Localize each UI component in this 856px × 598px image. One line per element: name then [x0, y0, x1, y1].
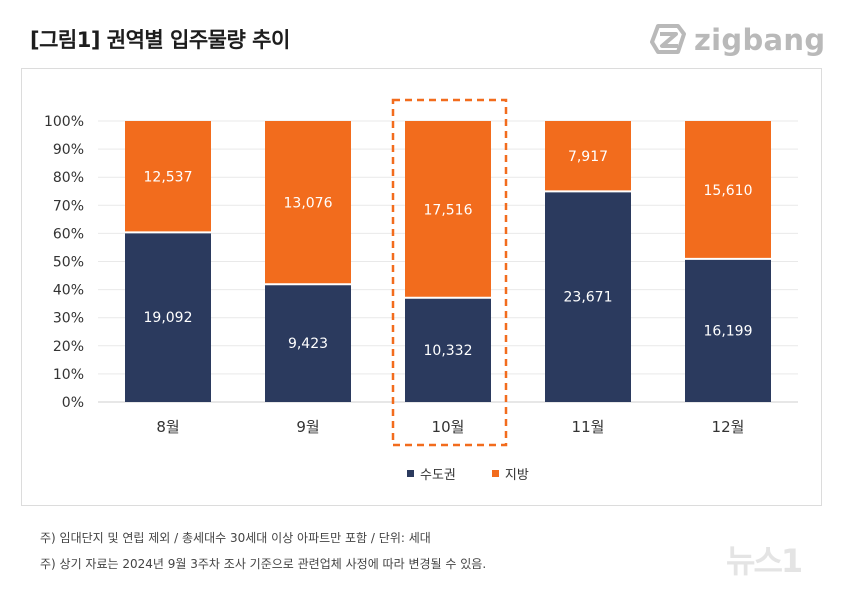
x-tick-label: 8월: [156, 418, 179, 436]
y-tick-label: 20%: [53, 339, 84, 355]
data-label-regional: 7,917: [568, 149, 608, 165]
x-tick-label: 12월: [712, 418, 745, 436]
y-tick-label: 0%: [62, 395, 84, 411]
y-tick-label: 80%: [53, 170, 84, 186]
data-label-regional: 12,537: [144, 170, 193, 186]
y-tick-label: 100%: [44, 114, 84, 130]
y-tick-label: 90%: [53, 142, 84, 158]
data-label-capital: 19,092: [144, 310, 193, 326]
zigbang-logo-icon: [650, 24, 686, 54]
legend-label-capital: 수도권: [420, 468, 456, 483]
bar-regional: [125, 121, 211, 233]
watermark: 뉴스1: [726, 536, 803, 582]
brand-name: zigbang: [694, 23, 826, 57]
bar-capital: [125, 232, 211, 402]
watermark-text: 뉴스1: [726, 542, 803, 580]
data-label-regional: 17,516: [424, 202, 473, 218]
legend-swatch-regional: [491, 470, 499, 477]
bar-regional: [265, 121, 351, 285]
footnote-2: 주) 상기 자료는 2024년 9월 3주차 조사 기준으로 관련업체 사정에 …: [40, 557, 487, 571]
y-tick-label: 60%: [53, 226, 84, 242]
legend-label-regional: 지방: [504, 468, 529, 483]
bar-capital: [545, 191, 631, 402]
y-tick-label: 10%: [53, 367, 84, 383]
x-tick-label: 9월: [296, 418, 319, 436]
data-label-capital: 16,199: [704, 323, 753, 339]
y-tick-label: 50%: [53, 255, 84, 271]
legend-swatch-capital: [407, 470, 414, 477]
brand-logo: zigbang: [650, 19, 825, 61]
bar-capital: [685, 258, 771, 402]
x-tick-label: 11월: [572, 418, 605, 436]
x-tick-label: 10월: [432, 418, 465, 436]
footnote-1: 주) 임대단지 및 연립 제외 / 총세대수 30세대 이상 아파트만 포함 /…: [40, 531, 431, 545]
data-label-regional: 15,610: [704, 183, 753, 199]
y-tick-label: 40%: [53, 283, 84, 299]
bar-capital: [265, 284, 351, 402]
legend-item-regional: 지방: [491, 464, 529, 483]
data-label-capital: 23,671: [564, 290, 613, 306]
legend-item-capital: 수도권: [407, 464, 456, 483]
data-label-capital: 10,332: [424, 343, 473, 359]
bar-regional: [545, 121, 631, 192]
bar-capital: [405, 297, 491, 402]
bar-regional: [685, 121, 771, 259]
legend: 수도권 지방: [407, 464, 529, 483]
y-tick-label: 30%: [53, 311, 84, 327]
chart-title: [그림1] 권역별 입주물량 추이: [30, 28, 290, 52]
data-label-regional: 13,076: [284, 196, 333, 212]
bar-regional: [405, 121, 491, 298]
data-label-capital: 9,423: [288, 336, 328, 352]
y-tick-label: 70%: [53, 198, 84, 214]
